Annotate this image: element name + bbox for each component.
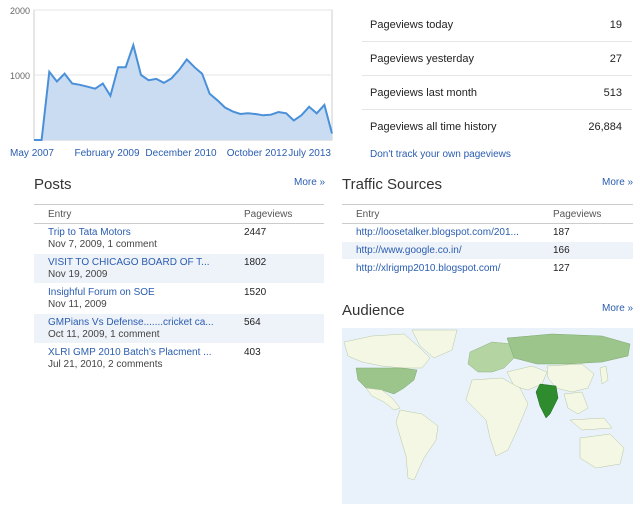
col-entry: Entry xyxy=(356,208,380,220)
australia-shape xyxy=(579,433,625,469)
table-row: Trip to Tata Motors Nov 7, 2009, 1 commen… xyxy=(34,224,324,254)
chart-area-fill xyxy=(34,45,332,140)
stat-value: 26,884 xyxy=(588,120,622,133)
post-views: 2447 xyxy=(244,227,267,238)
posts-more-link[interactable]: More » xyxy=(294,177,326,188)
traffic-more-link[interactable]: More » xyxy=(602,177,634,188)
posts-table: Entry Pageviews Trip to Tata Motors Nov 7… xyxy=(34,204,324,374)
col-pageviews: Pageviews xyxy=(244,208,293,220)
post-meta: Oct 11, 2009, 1 comment xyxy=(48,329,160,340)
y-tick-label: 1000 xyxy=(10,71,30,81)
canada-shape xyxy=(343,333,431,369)
southeast-asia-shape xyxy=(563,391,589,415)
post-views: 1520 xyxy=(244,287,267,298)
x-tick-label: May 2007 xyxy=(10,148,54,159)
table-row: XLRI GMP 2010 Batch's Placment ... Jul 21… xyxy=(34,344,324,374)
usa-shape xyxy=(355,367,418,395)
mexico-shape xyxy=(365,387,401,411)
china-shape xyxy=(546,363,595,393)
japan-shape xyxy=(599,365,609,385)
table-row: VISIT TO CHICAGO BOARD OF T... Nov 19, 20… xyxy=(34,254,324,284)
indonesia-shape xyxy=(569,417,613,431)
traffic-table-header: Entry Pageviews xyxy=(342,204,633,224)
stat-label: Pageviews all time history xyxy=(370,120,497,133)
posts-title: Posts xyxy=(34,176,72,193)
col-pageviews: Pageviews xyxy=(553,208,602,220)
stat-label: Pageviews today xyxy=(370,18,454,31)
stat-row-yesterday: Pageviews yesterday 27 xyxy=(362,42,632,76)
source-link[interactable]: http://www.google.co.in/ xyxy=(356,245,462,256)
table-row: http://loosetalker.blogspot.com/201... 1… xyxy=(342,224,633,242)
traffic-title: Traffic Sources xyxy=(342,176,443,193)
audience-world-map[interactable] xyxy=(342,328,633,504)
traffic-table: Entry Pageviews http://loosetalker.blogs… xyxy=(342,204,633,278)
source-views: 166 xyxy=(553,245,570,256)
x-tick-label: July 2013 xyxy=(288,148,331,159)
chart-series-line xyxy=(34,41,333,141)
india-shape xyxy=(535,383,559,419)
stat-row-last-month: Pageviews last month 513 xyxy=(362,76,632,110)
x-tick-label: February 2009 xyxy=(74,148,139,159)
x-tick-label: December 2010 xyxy=(145,148,217,159)
source-views: 127 xyxy=(553,263,570,274)
chart-svg: 2000 1000 May 2007 February 2009 December 20… xyxy=(10,6,333,159)
audience-more-link[interactable]: More » xyxy=(602,303,634,314)
table-row: Insighful Forum on SOE Nov 11, 2009 1520 xyxy=(34,284,324,314)
table-row: http://xlrigmp2010.blogspot.com/ 127 xyxy=(342,260,633,278)
posts-table-header: Entry Pageviews xyxy=(34,204,324,224)
col-entry: Entry xyxy=(48,208,72,220)
greenland-shape xyxy=(411,329,458,359)
post-meta: Nov 19, 2009 xyxy=(48,269,108,280)
post-views: 403 xyxy=(244,347,261,358)
post-views: 1802 xyxy=(244,257,267,268)
dont-track-link[interactable]: Don't track your own pageviews xyxy=(370,149,511,160)
world-map-svg xyxy=(343,329,631,481)
africa-shape xyxy=(465,377,529,457)
source-link[interactable]: http://xlrigmp2010.blogspot.com/ xyxy=(356,263,501,274)
stats-panel: Pageviews today 19 Pageviews yesterday 2… xyxy=(362,8,632,160)
stat-label: Pageviews yesterday xyxy=(370,52,474,65)
table-row: http://www.google.co.in/ 166 xyxy=(342,242,633,260)
post-link[interactable]: VISIT TO CHICAGO BOARD OF T... xyxy=(48,257,210,268)
stat-value: 513 xyxy=(603,86,622,99)
post-link[interactable]: Insighful Forum on SOE xyxy=(48,287,155,298)
post-views: 564 xyxy=(244,317,261,328)
post-meta: Nov 11, 2009 xyxy=(48,299,107,310)
stat-row-all-time: Pageviews all time history 26,884 xyxy=(362,110,632,143)
stat-value: 19 xyxy=(609,18,622,31)
source-views: 187 xyxy=(553,227,570,238)
y-tick-label: 2000 xyxy=(10,6,30,16)
post-meta: Nov 7, 2009, 1 comment xyxy=(48,239,157,250)
post-link[interactable]: XLRI GMP 2010 Batch's Placment ... xyxy=(48,347,212,358)
audience-title: Audience xyxy=(342,302,405,319)
south-america-shape xyxy=(395,409,439,481)
russia-shape xyxy=(506,333,631,365)
stat-row-today: Pageviews today 19 xyxy=(362,8,632,42)
pageviews-chart: 2000 1000 May 2007 February 2009 December 20… xyxy=(0,0,350,165)
source-link[interactable]: http://loosetalker.blogspot.com/201... xyxy=(356,227,519,238)
post-link[interactable]: Trip to Tata Motors xyxy=(48,227,131,238)
table-row: GMPians Vs Defense.......cricket ca... Oc… xyxy=(34,314,324,344)
stat-label: Pageviews last month xyxy=(370,86,477,99)
x-tick-label: October 2012 xyxy=(227,148,288,159)
stat-value: 27 xyxy=(609,52,622,65)
europe-shape xyxy=(467,341,515,373)
post-meta: Jul 21, 2010, 2 comments xyxy=(48,359,163,370)
post-link[interactable]: GMPians Vs Defense.......cricket ca... xyxy=(48,317,214,328)
